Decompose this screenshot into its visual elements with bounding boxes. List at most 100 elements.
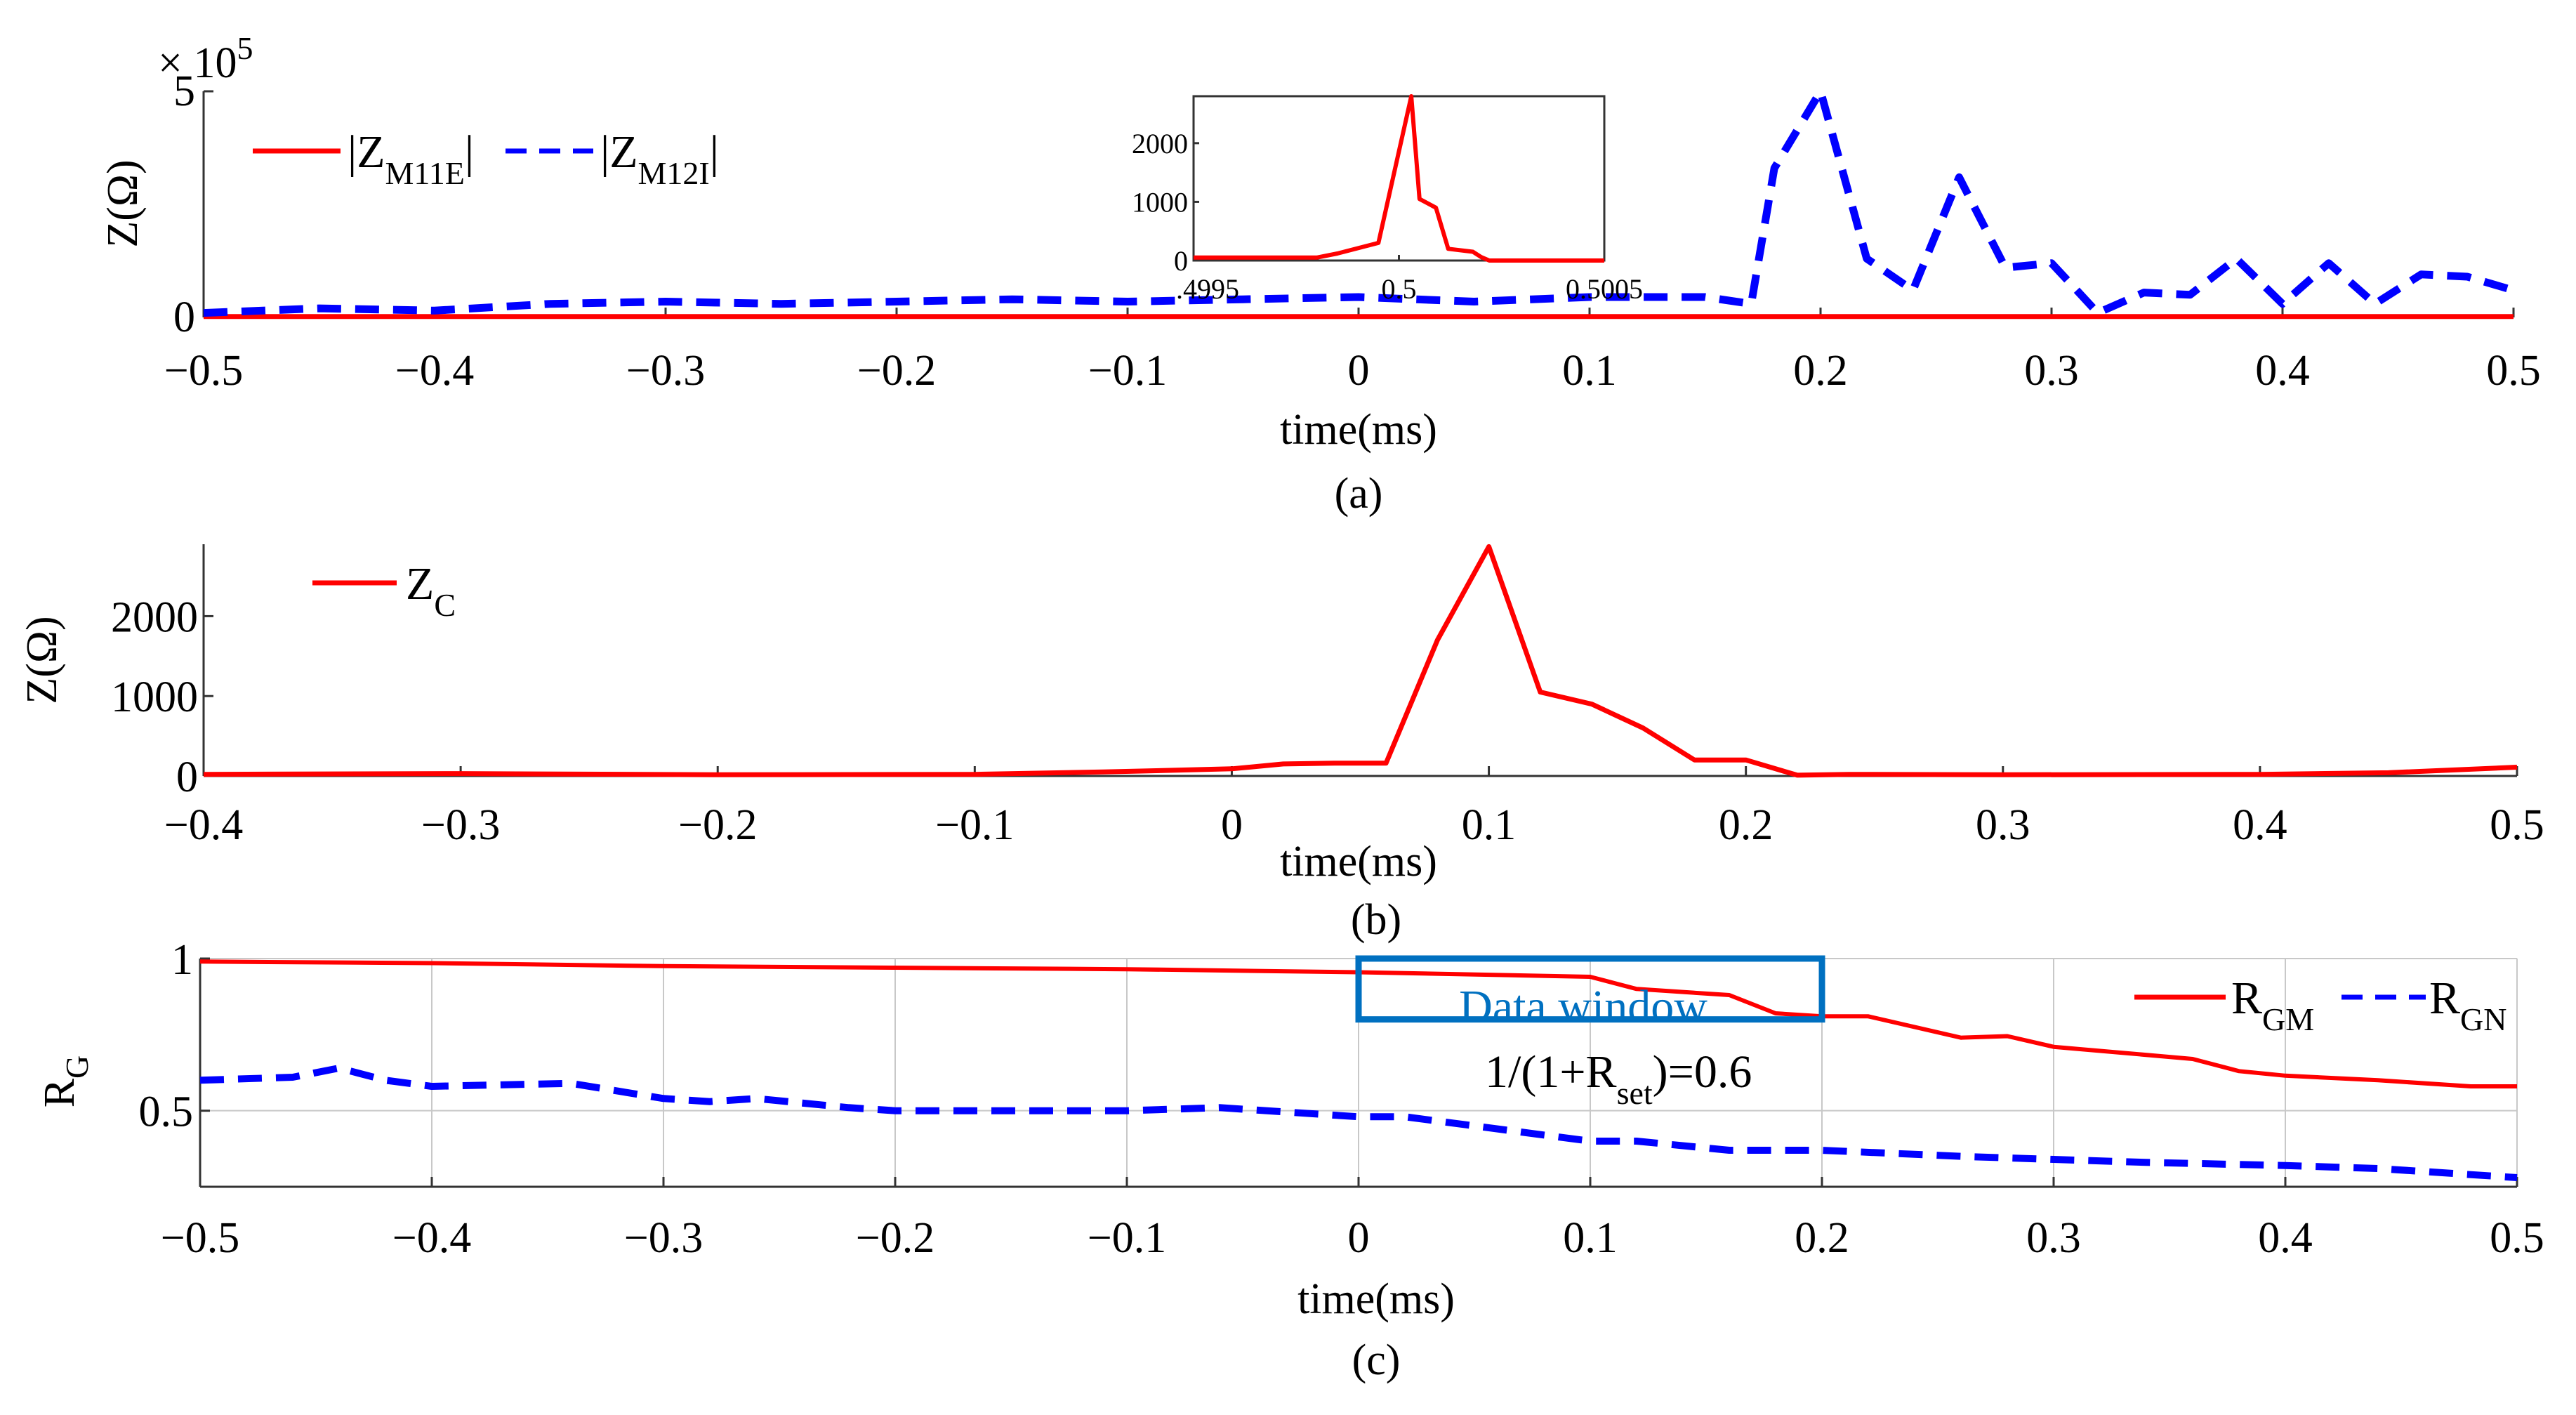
series-r-gn-point <box>1127 1110 1128 1111</box>
c-x-tick-label: 0.1 <box>1563 1214 1618 1262</box>
b-x-tick-label: −0.2 <box>678 801 757 849</box>
inset-x-tick-label: 0.5 <box>1382 273 1417 305</box>
c-x-tick-label: 0.4 <box>2258 1214 2313 1262</box>
a-x-tick-label: −0.2 <box>857 347 936 395</box>
series-r-gn-point <box>756 1098 757 1099</box>
series-r-gm-point <box>2285 1075 2286 1076</box>
series-r-gn-point <box>200 1080 201 1081</box>
inset-series-point <box>1316 257 1317 258</box>
series-z-c-point <box>2388 772 2389 773</box>
series-z-m12i-point <box>1774 168 1775 169</box>
series-z-c-point <box>1694 760 1695 761</box>
a-y-exponent: × 105 <box>158 30 253 87</box>
series-z-c-point <box>2517 767 2518 768</box>
c-x-tick-label: 0.2 <box>1795 1214 1849 1262</box>
b-x-tick-label: 0.4 <box>2233 801 2287 849</box>
series-r-gn-point <box>1961 1156 1962 1157</box>
series-r-gn-point <box>2146 1162 2147 1163</box>
b-x-tick-label: 0.5 <box>2490 801 2544 849</box>
series-r-gm-point <box>1961 1037 1962 1038</box>
b-x-tick-label: −0.1 <box>935 801 1014 849</box>
panel-b: −0.4 −0.3 −0.2 −0.1 0 0.1 0.2 0.3 0.4 0.5 0 1000 200… <box>18 544 2544 944</box>
b-x-label: time(ms) <box>1280 838 1437 886</box>
a-x-tick-label: 0.3 <box>2024 347 2079 395</box>
b-y-tick-label: 0 <box>176 753 198 801</box>
series-z-m12i-point <box>1751 303 1752 304</box>
panel-c: −0.5 −0.4 −0.3 −0.2 −0.1 0 0.1 0.2 0.3 0.4 0.5 0.5 1… <box>36 936 2544 1384</box>
inset-y-tick-label: 2000 <box>1132 128 1188 159</box>
a-x-tick-label: −0.1 <box>1088 347 1167 395</box>
series-z-m12i-point <box>1866 258 1867 259</box>
legend-label-z-c: ZC <box>406 558 456 623</box>
series-r-gm-point <box>2378 1080 2379 1081</box>
series-z-m12i-point <box>2190 294 2191 295</box>
series-r-gm-point <box>2239 1071 2240 1072</box>
series-z-m12i <box>203 87 2515 317</box>
series-z-m12i-point <box>1959 177 1960 178</box>
series-r-gm-point <box>200 961 201 962</box>
series-r-gn-point <box>1590 1141 1591 1142</box>
series-r-gn-point <box>2285 1165 2286 1166</box>
a-x-tick-label: −0.5 <box>164 347 243 395</box>
series-z-m12i-point <box>2421 274 2422 275</box>
legend-label-z-m11e: |ZM11E| <box>348 126 474 191</box>
b-x-tick-label: −0.3 <box>421 801 500 849</box>
b-x-tick-label: 0.3 <box>1976 801 2030 849</box>
inset-y-tick-label: 0 <box>1174 245 1188 277</box>
c-y-tick-label: 1 <box>171 936 193 984</box>
series-r-gm-point <box>1127 969 1128 970</box>
a-x-label: time(ms) <box>1280 406 1437 454</box>
c-x-tick-label: 0 <box>1348 1214 1370 1262</box>
a-y-tick-label: 0 <box>173 294 195 341</box>
a-x-tick-label: 0.1 <box>1562 347 1617 395</box>
c-x-tick-label: −0.4 <box>392 1214 471 1262</box>
series-z-c <box>203 544 2518 778</box>
series-r-gn-point <box>339 1068 340 1069</box>
c-x-tick-label: −0.2 <box>856 1214 934 1262</box>
a-caption: (a) <box>1335 470 1383 518</box>
series-z-c-point <box>1231 768 1232 769</box>
series-z-c-point <box>2259 774 2260 775</box>
inset-y-tick-label: 1000 <box>1132 186 1188 218</box>
a-x-tick-label: 0.4 <box>2255 347 2310 395</box>
c-x-tick-label: −0.3 <box>624 1214 703 1262</box>
c-x-tick-label: 0.5 <box>2490 1214 2544 1262</box>
b-x-tick-label: −0.4 <box>164 801 243 849</box>
legend-label-z-m12i: |ZM12I| <box>600 126 719 191</box>
series-r-gn <box>199 1065 2518 1181</box>
data-window-label: Data window <box>1459 981 1708 1032</box>
series-z-c-point <box>1745 760 1746 761</box>
c-x-tick-label: −0.5 <box>161 1214 239 1262</box>
series-r-gn-point <box>710 1101 711 1102</box>
b-x-tick-label: 0.2 <box>1719 801 1774 849</box>
c-y-tick-label: 0.5 <box>139 1088 194 1136</box>
a-y-tick-label: 5 <box>173 67 195 115</box>
a-x-tick-label: −0.3 <box>626 347 705 395</box>
c-x-tick-label: −0.1 <box>1088 1214 1166 1262</box>
inset-x-tick-label: .4995 <box>1176 273 1239 305</box>
series-z-c-point <box>1488 546 1489 547</box>
legend-label-r-gn: RGN <box>2429 973 2506 1037</box>
c-x-tick-label: 0.3 <box>2026 1214 2081 1262</box>
inset-x-tick-label: 0.5005 <box>1566 273 1643 305</box>
threshold-annotation: 1/(1+Rset)=0.6 <box>1485 1046 1752 1111</box>
inset-frame <box>1192 95 1606 262</box>
series-r-gm-point <box>2517 1086 2518 1087</box>
series-r-gn-point <box>1729 1150 1730 1151</box>
series-r-gm-point <box>1868 1016 1869 1017</box>
b-y-tick-label: 1000 <box>111 673 198 721</box>
a-x-tick-label: 0.2 <box>1793 347 1848 395</box>
c-x-label: time(ms) <box>1297 1275 1455 1323</box>
c-caption: (c) <box>1352 1336 1401 1384</box>
series-r-gn-point <box>571 1083 572 1084</box>
series-z-m12i-point <box>2236 258 2237 259</box>
a-x-tick-label: 0.5 <box>2486 347 2541 395</box>
series-r-gn-point <box>385 1080 386 1081</box>
a-y-label: Z(Ω) <box>99 159 147 247</box>
series-r-gn-point <box>849 1107 850 1108</box>
inset-series-point <box>1472 251 1473 252</box>
series-r-gn-point <box>663 1098 664 1099</box>
data-window-box <box>1355 955 1825 1023</box>
a-x-tick-label: −0.4 <box>395 347 474 395</box>
